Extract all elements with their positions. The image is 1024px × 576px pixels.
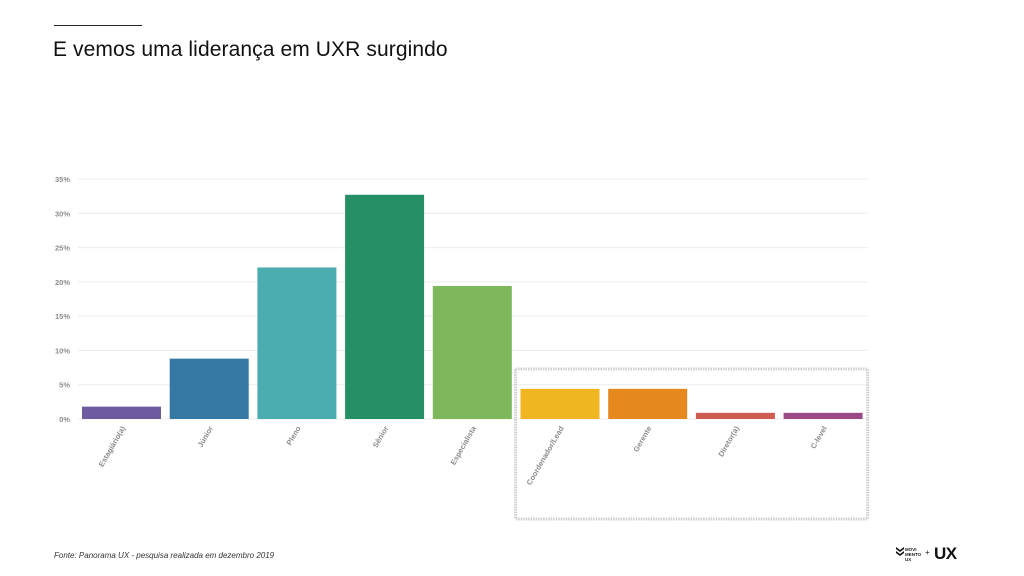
logo-plus: + bbox=[925, 548, 930, 557]
y-tick-label: 25% bbox=[55, 244, 70, 253]
x-tick-label: Pleno bbox=[285, 424, 303, 447]
bar bbox=[608, 388, 688, 419]
y-tick-label: 10% bbox=[55, 346, 70, 355]
x-tick-label: Diretor(a) bbox=[716, 424, 741, 458]
bar bbox=[432, 285, 512, 419]
bar bbox=[345, 194, 425, 419]
bar bbox=[520, 388, 600, 419]
y-tick-label: 15% bbox=[55, 312, 70, 321]
y-tick-label: 30% bbox=[55, 209, 70, 218]
highlight-box bbox=[514, 367, 870, 521]
y-tick-label: 0% bbox=[59, 415, 70, 424]
y-tick-label: 35% bbox=[55, 175, 70, 184]
logo-brand: UX bbox=[934, 544, 957, 563]
page-title: E vemos uma liderança em UXR surgindo bbox=[53, 38, 448, 61]
bar bbox=[783, 412, 863, 419]
logo-line-3: UX bbox=[905, 557, 912, 562]
logo-line-1: MOVI bbox=[905, 547, 917, 552]
x-tick-label: Júnior bbox=[196, 424, 215, 448]
logo-text: MOVI MENTO UX bbox=[905, 547, 921, 562]
y-tick-label: 20% bbox=[55, 278, 70, 287]
logo-line-2: MENTO bbox=[905, 552, 922, 557]
x-tick-label: Gerente bbox=[631, 425, 653, 454]
x-tick-label: Sênior bbox=[371, 424, 391, 449]
x-tick-label: Estagiário(a) bbox=[97, 424, 128, 468]
y-tick-label: 5% bbox=[59, 381, 70, 390]
x-tick-label: C-level bbox=[809, 425, 829, 451]
bar bbox=[695, 412, 775, 419]
x-tick-label: Coordenador/Lead bbox=[525, 424, 566, 487]
source-note: Fonte: Panorama UX - pesquisa realizada … bbox=[54, 551, 275, 560]
bar bbox=[82, 406, 161, 419]
movimento-ux-logo-icon bbox=[896, 547, 904, 556]
bar bbox=[169, 358, 249, 419]
x-tick-label: Especialista bbox=[449, 424, 479, 467]
bar bbox=[257, 267, 337, 419]
title-rule bbox=[54, 25, 142, 26]
